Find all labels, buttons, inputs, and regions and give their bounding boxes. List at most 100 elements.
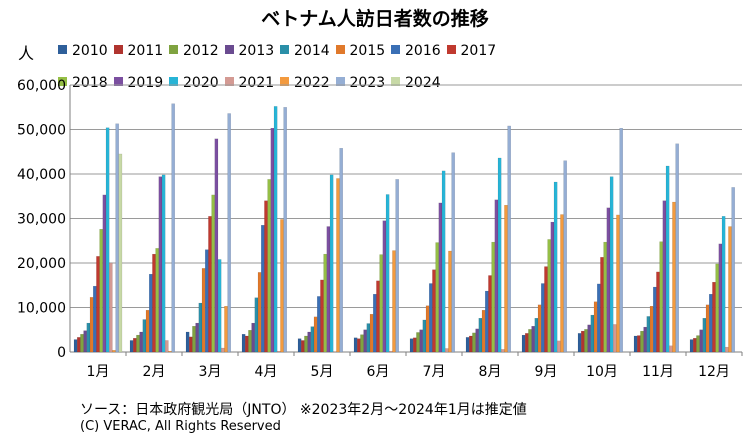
x-tick-label: 10月 xyxy=(586,364,618,380)
bar-2014-6 xyxy=(366,323,371,353)
bar-2011-4 xyxy=(245,335,249,353)
bar-2010-9 xyxy=(521,334,526,353)
bar-2014-5 xyxy=(310,326,315,353)
bar-2019-6 xyxy=(382,220,387,353)
legend-item-2010: 2010 xyxy=(58,42,108,60)
bar-2013-6 xyxy=(363,329,367,353)
bar-2021-9 xyxy=(557,340,561,353)
bar-2022-10 xyxy=(616,214,620,353)
bar-2013-7 xyxy=(419,329,423,353)
legend-label: 2013 xyxy=(238,43,275,59)
legend-swatch xyxy=(58,77,67,86)
bar-2021-11 xyxy=(669,345,673,353)
bar-2021-10 xyxy=(613,324,617,353)
legend-swatch xyxy=(335,77,345,86)
legend-swatch xyxy=(113,45,123,54)
bar-2012-12 xyxy=(696,335,700,353)
bar-2018-7 xyxy=(435,242,439,353)
bar-2023-4 xyxy=(283,107,287,353)
bar-2018-3 xyxy=(211,194,215,353)
bar-2012-4 xyxy=(248,330,252,353)
bar-2020-5 xyxy=(329,174,334,353)
bar-2022-6 xyxy=(392,250,396,353)
bar-2023-11 xyxy=(675,143,679,353)
legend-label: 2015 xyxy=(349,43,386,59)
bar-2022-3 xyxy=(224,306,228,353)
legend-label: 2014 xyxy=(294,43,330,59)
legend-item-2017: 2017 xyxy=(446,42,497,60)
legend-label: 2018 xyxy=(72,75,108,91)
bar-2015-10 xyxy=(593,301,598,353)
bar-2014-9 xyxy=(534,318,539,353)
bar-2012-5 xyxy=(304,335,308,353)
legend-item-2021: 2021 xyxy=(224,74,274,92)
legend-label: 2024 xyxy=(405,75,441,91)
bar-2020-10 xyxy=(609,176,614,353)
bar-2019-9 xyxy=(550,221,555,353)
bar-2021-1 xyxy=(109,262,113,353)
bar-2014-11 xyxy=(646,316,651,353)
bar-2010-4 xyxy=(241,334,246,353)
bar-2023-5 xyxy=(339,148,343,353)
bar-2021-12 xyxy=(725,346,729,353)
bar-2012-2 xyxy=(136,334,140,353)
legend-label: 2023 xyxy=(349,75,386,91)
legend-swatch xyxy=(224,77,234,86)
bar-2023-3 xyxy=(227,113,231,353)
x-tick-label: 5月 xyxy=(311,364,334,380)
bar-2019-5 xyxy=(326,226,331,353)
x-tick-label: 3月 xyxy=(199,364,222,380)
bar-2013-3 xyxy=(195,322,199,353)
bar-2015-4 xyxy=(257,272,262,353)
legend-swatch xyxy=(446,45,456,54)
bar-2017-9 xyxy=(544,266,548,353)
bar-2012-7 xyxy=(416,332,420,353)
legend-swatch xyxy=(335,45,345,54)
source-note: ソース：日本政府観光局（JNTO） ※2023年2月～2024年1月は推定値 xyxy=(80,402,527,418)
bar-2020-11 xyxy=(665,165,670,353)
bar-2011-12 xyxy=(693,338,697,353)
bar-2017-1 xyxy=(96,256,100,353)
bar-2023-6 xyxy=(395,179,399,353)
legend-item-2014: 2014 xyxy=(280,42,330,60)
bar-2020-1 xyxy=(105,127,110,353)
bar-2021-7 xyxy=(445,348,449,353)
bar-2013-2 xyxy=(139,331,143,353)
copyright-note: (C) VERAC, All Rights Reserved xyxy=(80,419,281,434)
bar-2020-9 xyxy=(553,181,558,353)
bar-2019-2 xyxy=(158,176,163,353)
bar-2013-5 xyxy=(307,331,311,353)
legend-swatch xyxy=(169,77,178,86)
legend-swatch xyxy=(391,77,400,86)
legend-swatch xyxy=(224,45,234,54)
bar-2018-12 xyxy=(715,263,719,353)
bar-2020-8 xyxy=(497,157,502,353)
legend-label: 2017 xyxy=(460,43,497,59)
bar-2018-1 xyxy=(99,229,103,353)
bar-2011-3 xyxy=(189,336,193,353)
bar-2011-1 xyxy=(77,337,81,353)
bar-2012-3 xyxy=(192,326,196,353)
bar-2022-5 xyxy=(336,178,340,353)
bar-2022-1 xyxy=(112,350,116,353)
bar-2021-8 xyxy=(501,349,505,353)
bar-2015-2 xyxy=(145,310,150,353)
bar-2014-10 xyxy=(590,314,595,353)
bar-2023-7 xyxy=(451,152,455,353)
bar-2010-11 xyxy=(633,335,638,353)
bar-2015-12 xyxy=(705,304,710,353)
bar-2015-9 xyxy=(537,304,542,353)
legend-item-2022: 2022 xyxy=(280,74,330,92)
bar-2019-12 xyxy=(718,243,723,353)
bar-2016-10 xyxy=(597,283,601,353)
bar-2022-9 xyxy=(560,214,564,353)
bar-2019-4 xyxy=(270,128,275,353)
bar-2023-2 xyxy=(171,103,175,353)
bar-2010-1 xyxy=(73,339,78,353)
bar-2012-11 xyxy=(640,330,644,353)
bar-2014-8 xyxy=(478,318,483,353)
bar-2011-6 xyxy=(357,338,361,353)
legend-swatch xyxy=(113,77,123,86)
y-tick-label: 10,000 xyxy=(17,301,66,317)
legend-swatch xyxy=(280,45,289,54)
